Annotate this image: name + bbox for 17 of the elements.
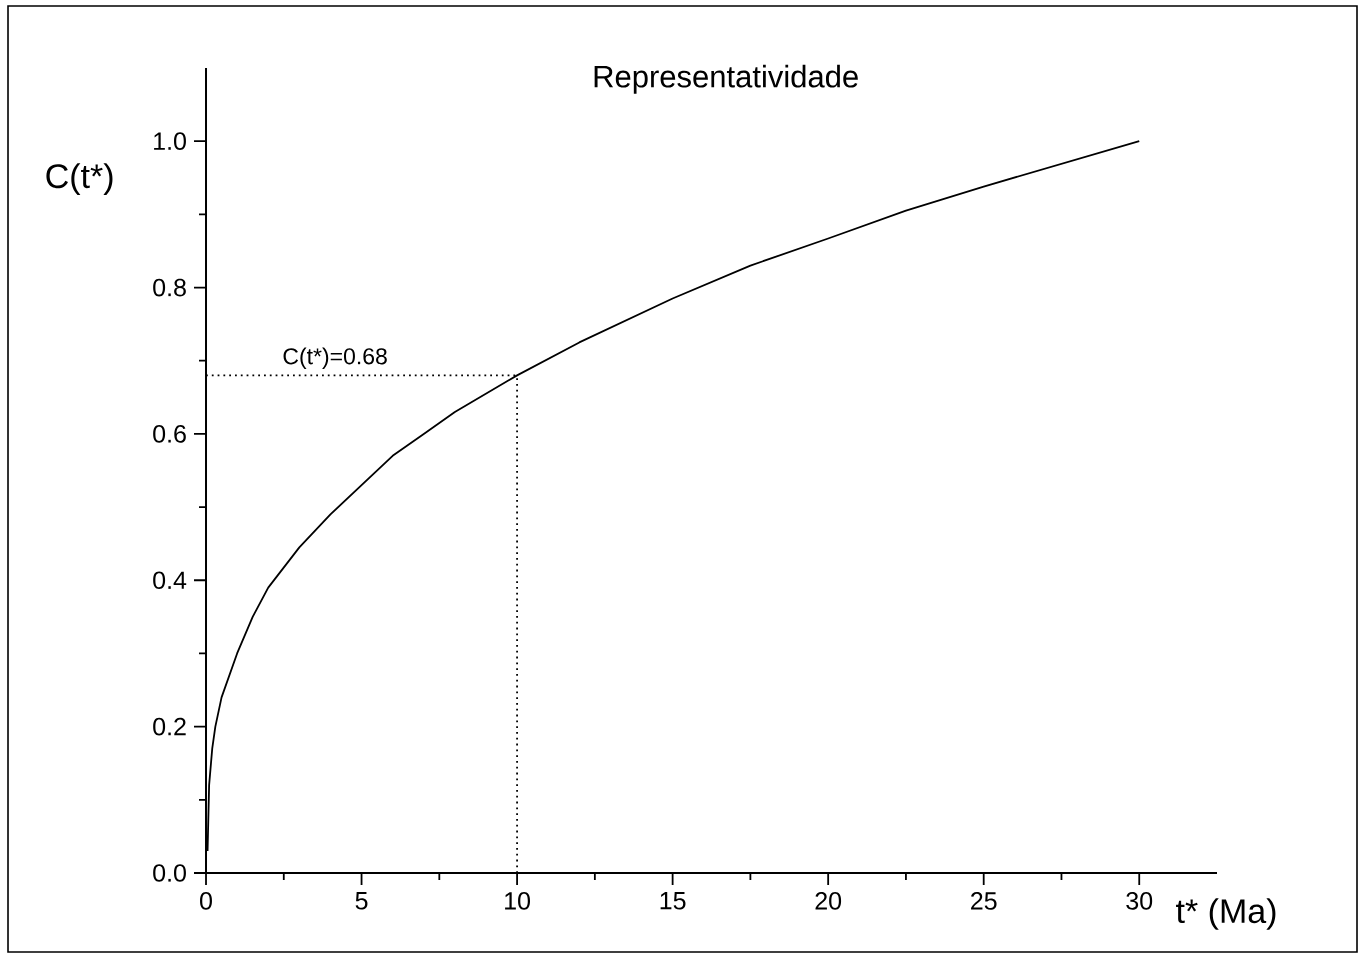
- y-axis-title: C(t*): [46, 163, 113, 195]
- x-tick-label: 5: [355, 892, 368, 910]
- ref-line-label: C(t*)=0.68: [283, 347, 387, 369]
- chart-title: Representatividade: [594, 64, 858, 94]
- x-tick-label: 0: [200, 892, 212, 910]
- x-axis-title: t* (Ma): [1176, 898, 1276, 930]
- y-tick-label: 0.0: [153, 864, 186, 882]
- x-tick-label: 10: [505, 892, 530, 910]
- x-tick-label: 25: [971, 892, 997, 910]
- y-tick-label: 0.6: [153, 425, 186, 443]
- x-tick-label: 15: [660, 892, 686, 910]
- y-tick-label: 0.2: [153, 717, 186, 736]
- y-tick-label: 0.8: [153, 278, 186, 297]
- x-tick-label: 30: [1126, 892, 1153, 910]
- y-tick-label: 1.0: [154, 132, 186, 151]
- x-tick-label: 20: [815, 892, 842, 910]
- y-tick-label: 0.4: [153, 571, 187, 590]
